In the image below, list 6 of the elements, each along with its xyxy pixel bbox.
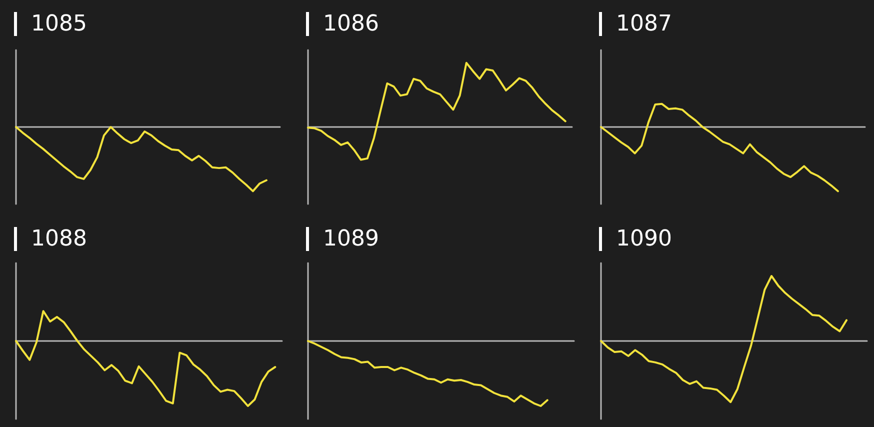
chart-title: 1089 bbox=[323, 226, 379, 252]
chart-title: 1087 bbox=[616, 12, 672, 36]
chart-title: 1085 bbox=[31, 12, 87, 36]
chart-title: 1086 bbox=[323, 12, 379, 36]
chart-title: 1088 bbox=[31, 226, 87, 252]
chart-title: 1090 bbox=[616, 226, 672, 252]
